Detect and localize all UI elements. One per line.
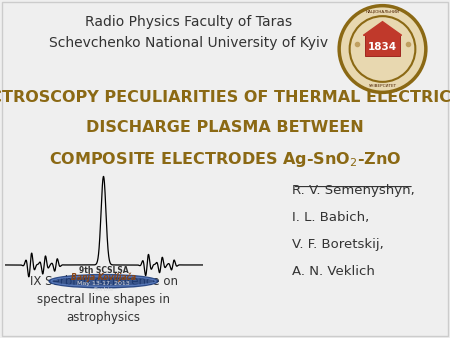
Text: SPECTROSCOPY PECULIARITIES OF THERMAL ELECTRIC ARC: SPECTROSCOPY PECULIARITIES OF THERMAL EL… — [0, 90, 450, 104]
Text: DISCHARGE PLASMA BETWEEN: DISCHARGE PLASMA BETWEEN — [86, 120, 364, 135]
Text: НАЦІОНАЛЬНИЙ: НАЦІОНАЛЬНИЙ — [365, 10, 400, 15]
Circle shape — [339, 6, 426, 92]
Text: R. V. Semenyshyn,: R. V. Semenyshyn, — [292, 184, 415, 197]
Text: COMPOSITE ELECTRODES Ag-SnO$_2$-ZnO: COMPOSITE ELECTRODES Ag-SnO$_2$-ZnO — [49, 150, 401, 169]
Text: 9th SCSLSA: 9th SCSLSA — [79, 266, 128, 275]
Text: Radio Physics Faculty of Taras
Schevchenko National University of Kyiv: Radio Physics Faculty of Taras Schevchen… — [50, 15, 328, 50]
Ellipse shape — [49, 274, 158, 288]
Text: May 13-17, 2013: May 13-17, 2013 — [77, 281, 130, 286]
Text: I. L. Babich,: I. L. Babich, — [292, 211, 370, 224]
Polygon shape — [363, 22, 402, 35]
Text: Banja Koviljača: Banja Koviljača — [71, 273, 136, 282]
Text: Serbia: Serbia — [94, 287, 113, 292]
Bar — [365, 35, 400, 56]
Text: V. F. Boretskij,: V. F. Boretskij, — [292, 238, 384, 251]
Text: IX Serbian conference on
spectral line shapes in
astrophysics: IX Serbian conference on spectral line s… — [30, 275, 177, 324]
Text: УНІВЕРСИТЕТ: УНІВЕРСИТЕТ — [369, 83, 396, 88]
Text: A. N. Veklich: A. N. Veklich — [292, 265, 375, 278]
Text: 1834: 1834 — [368, 42, 397, 52]
